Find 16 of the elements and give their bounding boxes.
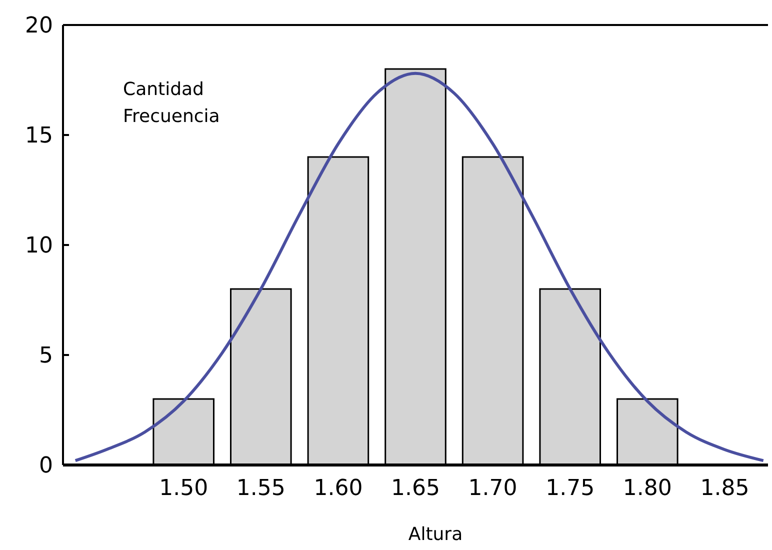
x-tick-label: 1.85 (700, 476, 750, 501)
y-tick-label: 10 (25, 234, 53, 259)
y-tick-label: 5 (39, 344, 53, 369)
x-tick-label: 1.50 (159, 476, 208, 501)
y-tick-label: 15 (25, 124, 53, 149)
x-tick-label: 1.55 (236, 476, 286, 501)
line-series (74, 72, 765, 462)
y-axis-title: Cantidad Frecuencia (123, 79, 220, 127)
x-tick-label: 1.65 (391, 476, 440, 501)
y-tick-label: 20 (25, 14, 53, 39)
x-tick-label: 1.70 (468, 476, 518, 501)
x-tick-label: 1.75 (546, 476, 595, 501)
x-tick-label: 1.60 (314, 476, 363, 501)
y-tick-label: 0 (39, 454, 53, 479)
x-axis-title: Altura (408, 524, 463, 545)
x-tick-label: 1.80 (622, 476, 672, 501)
